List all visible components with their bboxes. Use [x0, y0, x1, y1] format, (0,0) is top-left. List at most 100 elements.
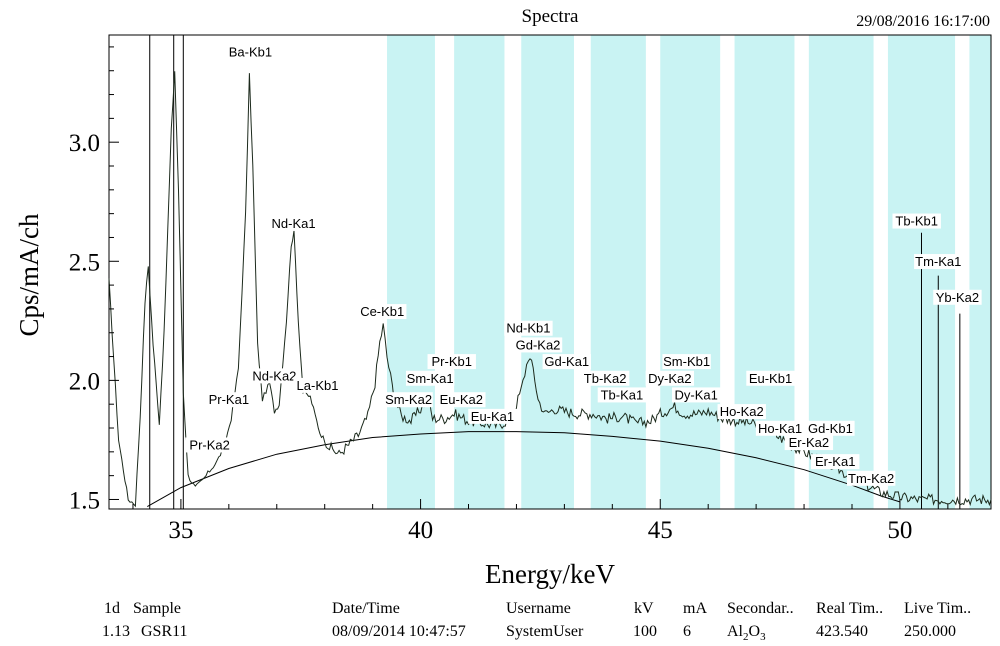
peak-label: Tm-Ka1	[915, 254, 961, 269]
peak-label-bg	[269, 215, 318, 231]
peak-label: Pr-Ka1	[209, 392, 249, 407]
peak-label: Dy-Ka2	[648, 371, 691, 386]
peak-label: Tb-Kb1	[895, 214, 938, 229]
peak-label-bg	[806, 420, 855, 436]
peak-label: Tm-Ka2	[848, 471, 894, 486]
x-tick-label: 45	[648, 517, 673, 544]
y-axis-ticks: 1.5 2.0 2.5 3.0	[69, 46, 119, 514]
peak-label: Pr-Ka2	[189, 437, 229, 452]
col-secondary-header: Secondar..	[727, 600, 794, 617]
peak-label: Ba-Kb1	[229, 44, 272, 59]
col-realtime-header: Real Tim..	[816, 600, 884, 617]
peak-label-bg	[405, 370, 455, 386]
peak-label: Er-Ka1	[815, 454, 855, 469]
col-livetime-value: 250.000	[904, 623, 956, 640]
peak-label-bg	[185, 437, 234, 453]
peak-label-bg	[914, 254, 963, 270]
x-tick-label: 40	[408, 517, 433, 544]
spectrum-trace	[108, 71, 992, 508]
peak-label: Tb-Ka2	[584, 371, 627, 386]
highlight-band	[969, 35, 991, 509]
col-kv-header: kV	[634, 600, 654, 617]
peak-label-bg	[846, 470, 896, 486]
x-axis-label: Energy/keV	[485, 559, 615, 589]
peak-label-bg	[468, 408, 517, 424]
x-tick-label: 50	[887, 517, 912, 544]
col-sample-value: GSR11	[141, 623, 188, 640]
peak-label: Gd-Kb1	[808, 421, 853, 436]
peak-label: Ho-Ka1	[758, 421, 802, 436]
peak-label: Nd-Kb1	[506, 321, 550, 336]
peak-label-bg	[784, 435, 834, 451]
peak-label-bg	[717, 404, 766, 420]
highlight-band	[454, 35, 505, 509]
peak-label-bg	[755, 420, 805, 436]
peak-label-bg	[250, 368, 299, 384]
peak-label-bg	[384, 392, 433, 408]
peak-label: Eu-Ka2	[440, 392, 483, 407]
sample-info-table: 1d Sample Date/Time Username kV mA Secon…	[0, 598, 1000, 646]
plot-frame	[108, 34, 992, 510]
peak-label: Sm-Kb1	[663, 354, 710, 369]
col-datetime-value: 08/09/2014 10:47:57	[332, 623, 466, 640]
x-tick-label: 35	[168, 517, 193, 544]
col-kv-value: 100	[633, 623, 657, 640]
peak-label: La-Kb1	[297, 378, 339, 393]
col-realtime-value: 423.540	[816, 623, 868, 640]
peak-label-bg	[513, 337, 563, 353]
peak-label: Nd-Ka1	[272, 216, 316, 231]
peak-label-bg	[811, 454, 860, 470]
peak-label-bg	[892, 213, 941, 229]
highlight-band	[590, 35, 646, 509]
peak-label-bg	[746, 370, 795, 386]
highlight-band	[660, 35, 721, 509]
col-username-value: SystemUser	[506, 623, 584, 640]
col-1d-header: 1d	[104, 600, 120, 617]
y-axis-label: Cps/mA/ch	[14, 213, 44, 337]
peak-label: Eu-Kb1	[749, 371, 792, 386]
background-curve	[147, 431, 901, 508]
peak-label: Gd-Ka2	[516, 337, 561, 352]
peak-label: Eu-Ka1	[471, 409, 514, 424]
col-sample-header: Sample	[133, 600, 181, 617]
chart-title: Spectra	[521, 6, 579, 27]
peak-label: Gd-Ka1	[544, 354, 589, 369]
peak-label: Ce-Kb1	[360, 304, 404, 319]
col-secondary-value: Al2O3	[727, 623, 766, 644]
peak-label: Er-Ka2	[789, 435, 829, 450]
peak-label: Pr-Kb1	[431, 354, 471, 369]
y-tick-label: 2.0	[69, 368, 100, 395]
peak-label: Yb-Ka2	[936, 290, 979, 305]
col-1d-value: 1.13	[102, 623, 130, 640]
peak-markers	[149, 35, 961, 509]
peak-label: Ho-Ka2	[720, 404, 764, 419]
y-tick-label: 2.5	[69, 249, 100, 276]
peak-label-bg	[542, 354, 591, 370]
peak-label: Tb-Ka1	[601, 387, 644, 402]
col-datetime-header: Date/Time	[332, 600, 400, 617]
peak-label: Sm-Ka2	[385, 392, 432, 407]
peak-label-bg	[662, 354, 711, 370]
peak-label-bg	[672, 387, 721, 403]
peak-label-bg	[933, 289, 982, 305]
highlight-band	[387, 35, 435, 509]
x-axis-ticks: 35 40 45 50	[132, 499, 949, 544]
peak-label-bg	[504, 320, 553, 336]
peak-label-bg	[293, 377, 342, 393]
col-livetime-header: Live Tim..	[904, 600, 972, 617]
highlight-band	[521, 35, 574, 509]
timestamp: 29/08/2016 16:17:00	[856, 13, 990, 30]
peak-label-bg	[226, 44, 275, 60]
peak-label-bg	[580, 370, 630, 386]
y-tick-label: 1.5	[69, 487, 100, 514]
y-tick-label: 3.0	[69, 130, 100, 157]
peak-label-bg	[645, 370, 695, 386]
col-username-header: Username	[506, 600, 571, 617]
peak-label-bg	[437, 392, 486, 408]
peak-label-bg	[358, 304, 407, 320]
col-ma-value: 6	[683, 623, 691, 640]
peak-label-bg	[204, 392, 254, 408]
highlight-bands	[387, 35, 991, 509]
